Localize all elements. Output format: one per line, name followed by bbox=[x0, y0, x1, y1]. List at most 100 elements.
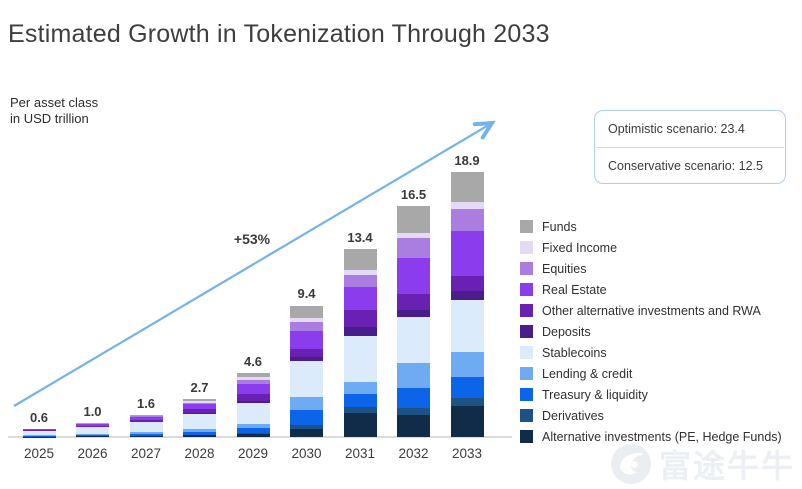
segment-stablecoins-2031 bbox=[343, 335, 377, 382]
segment-fixed-income-2030 bbox=[290, 318, 323, 322]
segment-other-alternative-investments-and-rwa-2032 bbox=[397, 294, 430, 310]
axis-unit-caption-line1: Per asset class bbox=[10, 95, 99, 110]
segment-real-estate-2030 bbox=[290, 330, 323, 349]
bar-2033: 18.9 2033 bbox=[450, 153, 484, 461]
legend-item-equities: Equities bbox=[520, 258, 782, 279]
segment-treasury-liquidity-2031 bbox=[343, 393, 377, 407]
segment-funds-2031 bbox=[343, 249, 377, 271]
total-label-2025: 0.6 bbox=[29, 409, 49, 425]
segment-alternative-investments-pe-hedge-funds-2032 bbox=[397, 414, 430, 437]
segment-lending-credit-2027 bbox=[129, 432, 163, 434]
legend-item-lending-credit: Lending & credit bbox=[520, 363, 782, 384]
segment-treasury-liquidity-2029 bbox=[236, 427, 270, 433]
legend-swatch-icon bbox=[520, 346, 533, 359]
segment-fixed-income-2033 bbox=[450, 201, 484, 209]
segment-stablecoins-2033 bbox=[450, 299, 484, 352]
segment-derivatives-2031 bbox=[343, 406, 377, 414]
segment-stablecoins-2026 bbox=[76, 427, 109, 434]
bar-2025: 0.6 2025 bbox=[22, 410, 56, 461]
x-tick-2025: 2025 bbox=[23, 446, 55, 461]
total-label-2028: 2.7 bbox=[190, 380, 209, 396]
segment-equities-2033 bbox=[450, 208, 484, 232]
segment-funds-2029 bbox=[236, 372, 270, 377]
segment-lending-credit-2033 bbox=[450, 351, 484, 377]
segment-alternative-investments-pe-hedge-funds-2031 bbox=[343, 413, 377, 437]
segment-equities-2030 bbox=[290, 321, 323, 331]
legend-label: Equities bbox=[542, 261, 587, 276]
segment-real-estate-2029 bbox=[236, 383, 270, 394]
segment-deposits-2029 bbox=[236, 400, 270, 404]
bar-2026: 1.0 2026 bbox=[76, 404, 109, 461]
moomoo-bull-logo-icon bbox=[611, 444, 651, 484]
segment-other-alternative-investments-and-rwa-2029 bbox=[236, 393, 270, 401]
segment-fixed-income-2032 bbox=[397, 232, 430, 239]
segment-funds-2027 bbox=[129, 414, 163, 416]
segment-equities-2028 bbox=[183, 402, 216, 405]
x-tick-2028: 2028 bbox=[184, 446, 215, 461]
legend-swatch-icon bbox=[520, 430, 533, 443]
segment-fixed-income-2028 bbox=[183, 401, 216, 403]
segment-fixed-income-2031 bbox=[343, 270, 377, 275]
chart-legend: Funds Fixed Income Equities Real Estate Othe… bbox=[520, 216, 782, 447]
segment-other-alternative-investments-and-rwa-2026 bbox=[76, 425, 109, 427]
segment-alternative-investments-pe-hedge-funds-2033 bbox=[450, 406, 484, 437]
segment-lending-credit-2032 bbox=[397, 362, 430, 389]
legend-label: Other alternative investments and RWA bbox=[542, 303, 761, 318]
segment-lending-credit-2030 bbox=[290, 397, 323, 411]
x-tick-2032: 2032 bbox=[398, 446, 429, 461]
legend-swatch-icon bbox=[520, 262, 533, 275]
segment-other-alternative-investments-and-rwa-2031 bbox=[343, 310, 377, 328]
segment-equities-2032 bbox=[397, 238, 430, 258]
total-label-2029: 4.6 bbox=[243, 353, 263, 369]
bar-2027: 1.6 2027 bbox=[129, 396, 163, 461]
segment-deposits-2028 bbox=[183, 412, 216, 414]
segment-stablecoins-2032 bbox=[397, 316, 430, 363]
x-axis-line bbox=[8, 436, 512, 438]
segment-other-alternative-investments-and-rwa-2027 bbox=[129, 419, 163, 422]
legend-label: Funds bbox=[542, 219, 577, 234]
optimistic-scenario-label: Optimistic scenario: 23.4 bbox=[608, 122, 745, 136]
axis-unit-caption-line2: in USD trillion bbox=[10, 111, 89, 126]
growth-percentage-annotation: +53% bbox=[233, 231, 271, 247]
x-tick-2027: 2027 bbox=[130, 446, 162, 461]
x-tick-2026: 2026 bbox=[77, 446, 108, 461]
conservative-scenario-label: Conservative scenario: 12.5 bbox=[608, 159, 763, 173]
legend-swatch-icon bbox=[520, 304, 533, 317]
segment-treasury-liquidity-2027 bbox=[129, 433, 163, 436]
segment-other-alternative-investments-and-rwa-2030 bbox=[290, 348, 323, 358]
scenario-callout-box: Optimistic scenario: 23.4 Conservative s… bbox=[594, 110, 786, 184]
segment-derivatives-2033 bbox=[450, 397, 484, 407]
bar-2031: 13.4 2031 bbox=[343, 230, 377, 461]
segment-deposits-2032 bbox=[397, 309, 430, 317]
total-label-2031: 13.4 bbox=[347, 230, 373, 246]
legend-item-fixed-income: Fixed Income bbox=[520, 237, 782, 258]
segment-other-alternative-investments-and-rwa-2028 bbox=[183, 409, 216, 413]
segment-lending-credit-2026 bbox=[76, 433, 109, 435]
legend-label: Lending & credit bbox=[542, 366, 633, 381]
segment-treasury-liquidity-2026 bbox=[76, 434, 109, 437]
segment-lending-credit-2028 bbox=[183, 429, 216, 432]
segment-funds-2033 bbox=[450, 172, 484, 202]
segment-stablecoins-2028 bbox=[183, 413, 216, 430]
segment-lending-credit-2031 bbox=[343, 381, 377, 394]
segment-alternative-investments-pe-hedge-funds-2027 bbox=[129, 436, 163, 437]
segment-real-estate-2027 bbox=[129, 416, 163, 420]
legend-label: Stablecoins bbox=[542, 345, 607, 360]
segment-derivatives-2029 bbox=[236, 432, 270, 435]
segment-equities-2029 bbox=[236, 379, 270, 384]
segment-equities-2031 bbox=[343, 274, 377, 288]
segment-real-estate-2031 bbox=[343, 287, 377, 311]
segment-other-alternative-investments-and-rwa-2025 bbox=[22, 430, 56, 432]
legend-item-derivatives: Derivatives bbox=[520, 405, 782, 426]
legend-label: Alternative investments (PE, Hedge Funds… bbox=[542, 429, 782, 444]
page-title: Estimated Growth in Tokenization Through… bbox=[8, 20, 550, 48]
segment-fixed-income-2027 bbox=[129, 415, 163, 417]
segment-fixed-income-2029 bbox=[236, 376, 270, 380]
legend-label: Derivatives bbox=[542, 408, 604, 423]
legend-item-other-alternative-investments-and-rwa: Other alternative investments and RWA bbox=[520, 300, 782, 321]
segment-lending-credit-2029 bbox=[236, 423, 270, 428]
segment-equities-2027 bbox=[129, 416, 163, 417]
segment-funds-2030 bbox=[290, 305, 323, 319]
legend-item-alternative-investments-pe-hedge-funds: Alternative investments (PE, Hedge Funds… bbox=[520, 426, 782, 447]
total-label-2027: 1.6 bbox=[136, 395, 156, 411]
